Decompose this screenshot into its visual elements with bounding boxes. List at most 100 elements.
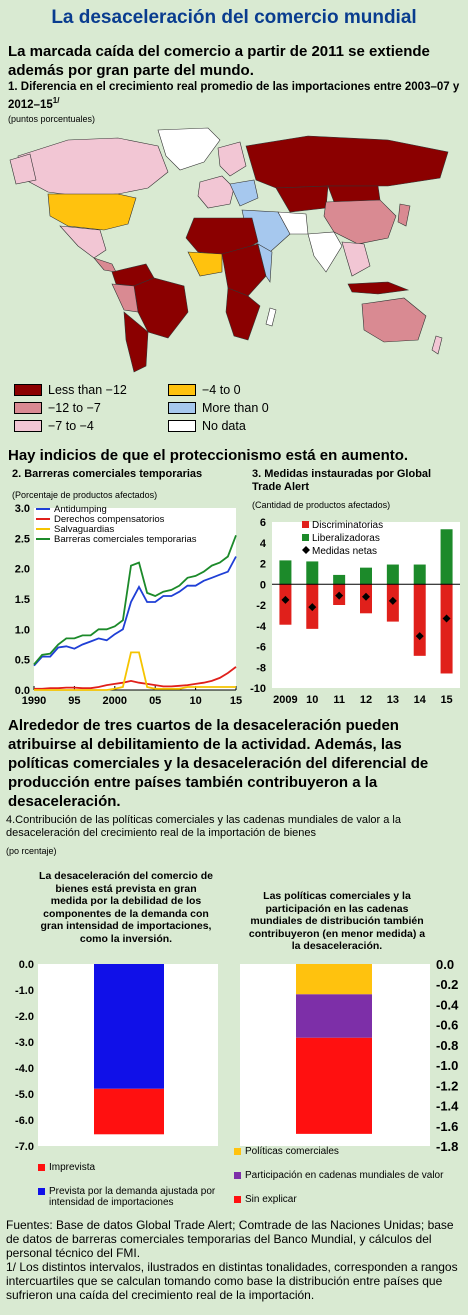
marker-medidas-netas (335, 591, 344, 600)
y-tick-label: -4 (256, 621, 267, 633)
legend-item: No data (168, 418, 246, 434)
legend-label: Liberalizadoras (312, 533, 380, 544)
legend-swatch (14, 402, 42, 414)
legend-label: Less than −12 (48, 383, 127, 397)
map-japan-korea (397, 203, 411, 227)
map-central-africa (221, 243, 267, 297)
map-australia (361, 297, 427, 343)
x-tick-label: 05 (149, 695, 161, 707)
legend-label: Políticas comerciales (245, 1146, 339, 1157)
y-tick-label: -3.0 (15, 1037, 34, 1049)
map-title: 1. Diferencia en el crecimiento real pro… (8, 80, 460, 112)
y-tick-label: -1.0 (436, 1058, 458, 1073)
x-tick-label: 11 (333, 694, 345, 706)
marker-medidas-netas (388, 596, 397, 605)
chart4-subtitle: (po rcentaje) (6, 846, 57, 856)
world-map (8, 126, 460, 376)
y-tick-label: 0 (260, 579, 266, 591)
legend-label: Discriminatorias (312, 520, 383, 531)
y-tick-label: -7.0 (15, 1141, 34, 1153)
chart4-title: 4.Contribución de las políticas comercia… (6, 814, 401, 839)
y-tick-label: 1.5 (15, 594, 30, 606)
legend-label: Barreras comerciales temporarias (54, 534, 197, 545)
y-tick-label: -1.8 (436, 1139, 458, 1154)
map-canada (17, 137, 169, 197)
legend-item: Less than −12 (14, 382, 127, 398)
y-tick-label: -2.0 (15, 1011, 34, 1023)
legend-label: More than 0 (202, 401, 269, 415)
marker-medidas-netas (281, 595, 290, 604)
legend-label: Medidas netas (312, 546, 377, 557)
x-tick-label: 10 (306, 694, 318, 706)
y-tick-label: 0.0 (436, 957, 454, 972)
y-tick-label: 6 (260, 517, 266, 529)
bar-liberalizadoras (440, 529, 453, 585)
map-brazil (133, 277, 189, 339)
chart4-legend-sin-explicar: Sin explicar (234, 1194, 297, 1205)
chart4-stacked-bars: 0.0 -1.0 -2.0 -3.0 -4.0 -5.0 -6.0 -7.0 0.0 -0.2 -0… (15, 957, 459, 1154)
map-greenland (157, 127, 221, 171)
legend-label: Participación en cadenas mundiales de va… (245, 1170, 444, 1181)
marker-medidas-netas (308, 603, 317, 612)
map-peru (111, 283, 139, 313)
bar-discriminatorias (279, 584, 292, 625)
map-alaska (9, 153, 37, 185)
map-madagascar (265, 307, 277, 327)
map-europe-west (197, 175, 235, 209)
y-tick-label: 2 (260, 559, 266, 571)
y-tick-label: -0.2 (436, 977, 458, 992)
x-tick-label: 1990 (22, 695, 46, 707)
x-tick-label: 2000 (103, 695, 127, 707)
x-tick-label: 13 (387, 694, 399, 706)
y-tick-label: -1.6 (436, 1119, 458, 1134)
y-tick-label: -8 (256, 662, 266, 674)
sources-note: Fuentes: Base de datos Global Trade Aler… (6, 1218, 462, 1302)
map-europe-east (229, 179, 259, 207)
bar-liberalizadoras (279, 560, 292, 585)
map-east-africa (257, 243, 273, 283)
legend-label: Imprevista (49, 1162, 96, 1173)
x-tick-label: 10 (189, 695, 201, 707)
stacked-bar-segment (94, 964, 164, 1089)
map-west-africa (187, 251, 223, 277)
bar-liberalizadoras (413, 564, 426, 585)
y-tick-label: 0.0 (19, 959, 34, 971)
chart4-right-annotation: Las políticas comerciales y la participa… (248, 890, 426, 952)
bar-liberalizadoras (333, 574, 346, 585)
stacked-bar-segment (94, 1088, 164, 1135)
chart2-title: 2. Barreras comerciales temporarias (12, 468, 203, 480)
stacked-bar-segment (296, 964, 372, 995)
legend-swatch (234, 1148, 241, 1155)
x-tick-label: 15 (230, 695, 242, 707)
legend-swatch (168, 384, 196, 396)
y-tick-label: -2 (256, 600, 266, 612)
x-tick-label: 12 (360, 694, 372, 706)
legend-label: Prevista por la demanda ajustada por int… (49, 1186, 216, 1208)
y-tick-label: 2.0 (15, 564, 30, 576)
chart4-legend-politicas: Políticas comerciales (234, 1146, 339, 1157)
chart3-title: 3. Medidas instauradas por Global Trade … (252, 468, 432, 493)
y-tick-label: 3.0 (15, 503, 30, 515)
chart4-left-annotation: La desaceleración del comercio de bienes… (39, 870, 213, 945)
y-tick-label: -10 (250, 683, 266, 695)
y-tick-label: 2.5 (15, 533, 30, 545)
map-title-text: 1. Diferencia en el crecimiento real pro… (8, 81, 460, 111)
map-southeast-asia (341, 241, 371, 277)
y-tick-label: -4.0 (15, 1063, 34, 1075)
map-scandinavia (217, 141, 247, 177)
legend-swatch (302, 534, 309, 541)
legend-item: −7 to −4 (14, 418, 94, 434)
y-tick-label: -0.6 (436, 1018, 458, 1033)
legend-label: −7 to −4 (48, 419, 94, 433)
y-tick-label: 0.0 (15, 685, 30, 697)
y-tick-label: -1.0 (15, 985, 34, 997)
section1-heading: La marcada caída del comercio a partir d… (8, 43, 430, 79)
y-tick-label: -1.4 (436, 1099, 459, 1114)
legend-item: More than 0 (168, 400, 269, 416)
map-argentina-chile (123, 311, 149, 373)
y-tick-label: -5.0 (15, 1089, 34, 1101)
chart2-line-chart: 0.0 0.5 1.0 1.5 2.0 2.5 3.0 1990 95 2000 05 10 15 Ant… (15, 503, 242, 707)
chart3-bar-chart: 6 4 2 0 -2 -4 -6 -8 -10 2009 10 11 12 13 14 15 Discrimin… (250, 517, 460, 706)
legend-label: Derechos compensatorios (54, 514, 165, 525)
footnote-line: 1/ Los distintos intervalos, ilustrados … (6, 1260, 458, 1302)
